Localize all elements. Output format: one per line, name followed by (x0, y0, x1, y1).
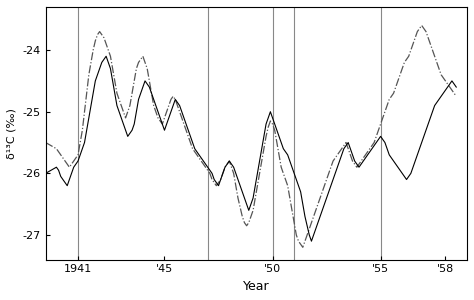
X-axis label: Year: Year (243, 280, 270, 293)
Y-axis label: δ¹³C (‰): δ¹³C (‰) (7, 108, 17, 159)
